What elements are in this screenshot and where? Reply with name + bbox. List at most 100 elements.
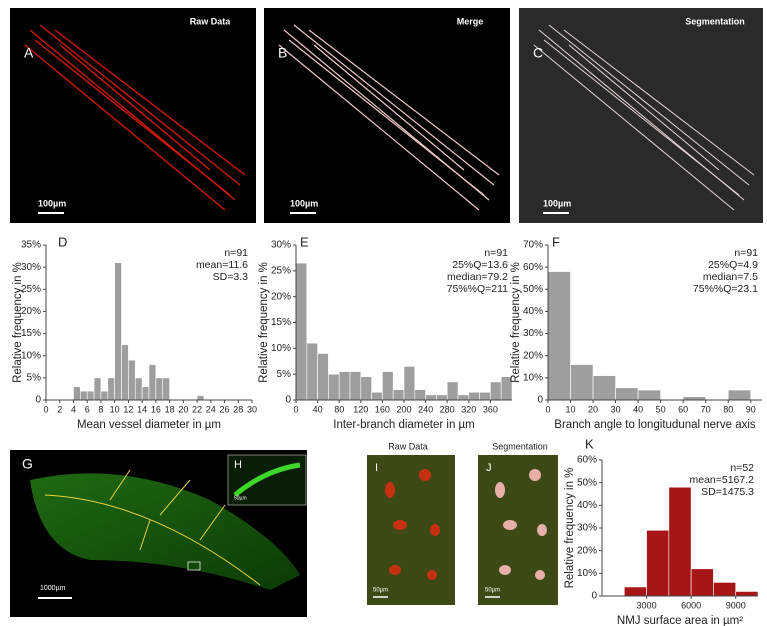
x-tick-label: 40	[633, 404, 643, 414]
bar	[458, 395, 469, 400]
bar	[728, 390, 751, 400]
bar	[87, 391, 94, 400]
x-tick-label: 80	[334, 404, 344, 414]
x-tick-label: 22	[192, 404, 202, 414]
scale-label: 100µm	[290, 198, 318, 208]
y-tick-label: 20%	[577, 545, 597, 556]
panel-a: A Raw Data 100µm	[10, 8, 256, 223]
scale-label: 50µm	[373, 588, 388, 594]
bar	[80, 391, 87, 400]
bar	[149, 365, 156, 400]
scale-label: 1000µm	[40, 585, 66, 592]
panel-title: Raw Data	[190, 16, 232, 26]
panel-title: Merge	[457, 16, 484, 26]
annotation: 75%%Q=211	[447, 283, 509, 295]
x-tick-label: 10	[110, 404, 120, 414]
panel-title: Segmentation	[685, 16, 745, 26]
y-tick-label: 35%	[21, 240, 41, 251]
y-tick-label: 15%	[271, 317, 291, 328]
x-tick-label: 14	[137, 404, 147, 414]
y-axis-label: Relative frequency in %	[12, 262, 24, 383]
y-tick-label: 50%	[523, 284, 543, 295]
bar	[128, 360, 135, 400]
x-tick-label: 0	[43, 404, 48, 414]
bar	[480, 392, 491, 400]
panel-title: Raw Data	[388, 441, 428, 451]
panel-j: Segmentation J 50µm	[478, 441, 558, 605]
panel-letter: D	[58, 234, 67, 249]
annotation: mean=5167.2	[689, 474, 754, 486]
x-tick-label: 30	[247, 404, 257, 414]
x-tick-label: 0	[545, 404, 550, 414]
panel-letter: B	[278, 45, 287, 61]
y-tick-label: 10%	[577, 568, 597, 579]
y-tick-label: 0	[537, 395, 543, 406]
bar	[328, 374, 339, 400]
panel-letter: G	[22, 456, 33, 472]
figure: A Raw Data 100µm B Merge 100µm C Segment…	[0, 0, 767, 626]
x-tick-label: 0	[293, 404, 298, 414]
bar	[382, 372, 393, 400]
panel-h: H 50µm	[228, 455, 306, 505]
bar	[307, 343, 318, 400]
y-tick-label: 0	[35, 395, 41, 406]
x-axis-label: NMJ surface area in µm²	[617, 615, 743, 626]
panel-letter: H	[234, 459, 242, 471]
bar	[318, 354, 329, 401]
y-tick-label: 30%	[523, 328, 543, 339]
y-tick-label: 20%	[523, 350, 543, 361]
y-tick-label: 60%	[523, 262, 543, 273]
bar	[142, 387, 149, 400]
y-tick-label: 5%	[277, 369, 292, 380]
y-tick-label: 5%	[27, 372, 42, 383]
scale-label: 100µm	[38, 198, 66, 208]
annotation: SD=1475.3	[701, 486, 754, 498]
annotation: n=91	[224, 247, 248, 259]
panel-letter: J	[486, 462, 492, 474]
x-tick-label: 50	[656, 404, 666, 414]
y-tick-label: 50%	[577, 477, 597, 488]
scale-label: 50µm	[234, 495, 247, 501]
x-tick-label: 40	[313, 404, 323, 414]
y-tick-label: 0	[591, 591, 597, 602]
annotation: 25%Q=13.6	[452, 259, 508, 271]
bar	[163, 378, 170, 400]
bar	[415, 390, 426, 400]
x-tick-label: 20	[178, 404, 188, 414]
annotation: median=7.5	[703, 271, 758, 283]
y-axis-label: Relative frequency in %	[510, 262, 522, 383]
x-tick-label: 280	[440, 404, 455, 414]
bar	[436, 395, 447, 400]
panel-letter: K	[585, 436, 594, 451]
bar	[372, 392, 383, 400]
annotation: n=91	[734, 247, 758, 259]
x-tick-label: 6	[85, 404, 90, 414]
x-axis-label: Mean vessel diameter in µm	[77, 419, 221, 431]
y-tick-label: 40%	[523, 306, 543, 317]
bar	[447, 382, 458, 400]
annotation: n=52	[730, 462, 754, 474]
x-tick-label: 60	[678, 404, 688, 414]
annotation: median=79.2	[447, 271, 508, 283]
x-tick-label: 20	[588, 404, 598, 414]
x-tick-label: 24	[206, 404, 216, 414]
y-tick-label: 60%	[577, 455, 597, 466]
annotation: n=91	[484, 247, 508, 259]
bar	[197, 396, 204, 400]
scale-label: 100µm	[543, 198, 571, 208]
bar	[350, 372, 361, 400]
x-tick-label: 16	[151, 404, 161, 414]
bar	[296, 263, 307, 400]
bar	[393, 390, 404, 400]
annotation: SD=3.3	[213, 271, 248, 283]
y-axis-label: Relative frequency in %	[258, 262, 270, 383]
bar	[404, 366, 415, 400]
panel-letter: C	[533, 45, 543, 61]
panel-letter: E	[300, 234, 309, 249]
y-tick-label: 20%	[271, 291, 291, 302]
bar	[73, 387, 80, 400]
x-tick-label: 90	[746, 404, 756, 414]
bar	[691, 569, 713, 596]
bar	[101, 391, 108, 400]
x-tick-label: 26	[220, 404, 230, 414]
